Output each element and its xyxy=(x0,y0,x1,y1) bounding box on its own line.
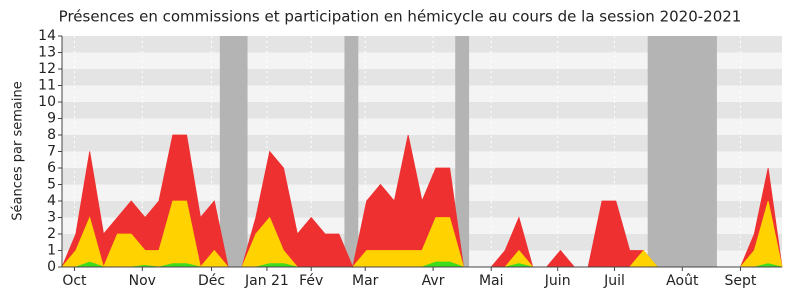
y-tick-label: 9 xyxy=(47,111,56,127)
y-tick-label: 7 xyxy=(47,144,56,160)
x-tick-label: Mai xyxy=(479,273,504,289)
y-axis-label: Séances par semaine xyxy=(11,81,26,220)
y-tick-label: 5 xyxy=(47,177,56,193)
x-tick-label: Mar xyxy=(352,273,379,289)
x-tick-label: Août xyxy=(666,273,699,289)
x-tick-label: Oct xyxy=(62,273,87,289)
x-tick-label: Déc xyxy=(198,273,225,289)
x-tick-label: Jan 21 xyxy=(244,273,289,289)
x-tick-label: Avr xyxy=(422,273,445,289)
y-tick-label: 8 xyxy=(47,127,56,143)
y-tick-label: 3 xyxy=(47,210,56,226)
y-tick-label: 4 xyxy=(47,193,56,209)
y-tick-label: 1 xyxy=(47,243,56,259)
y-tick-label: 13 xyxy=(38,45,56,61)
y-tick-label: 0 xyxy=(47,259,56,275)
vacation-band xyxy=(219,36,248,267)
vacation-band xyxy=(344,36,359,267)
chart-title: Présences en commissions et participatio… xyxy=(59,8,742,26)
y-tick-label: 6 xyxy=(47,160,56,176)
x-tick-label: Sept xyxy=(725,273,757,289)
vacation-band xyxy=(647,36,717,267)
vacation-band xyxy=(455,36,470,267)
x-tick-label: Nov xyxy=(129,273,156,289)
y-tick-label: 11 xyxy=(38,78,56,94)
y-tick-label: 12 xyxy=(38,61,56,77)
x-tick-label: Juil xyxy=(603,273,625,289)
x-tick-label: Juin xyxy=(544,273,571,289)
y-tick-label: 14 xyxy=(38,28,56,44)
y-tick-label: 10 xyxy=(38,94,56,110)
y-tick-label: 2 xyxy=(47,226,56,242)
x-tick-label: Fév xyxy=(299,273,323,289)
